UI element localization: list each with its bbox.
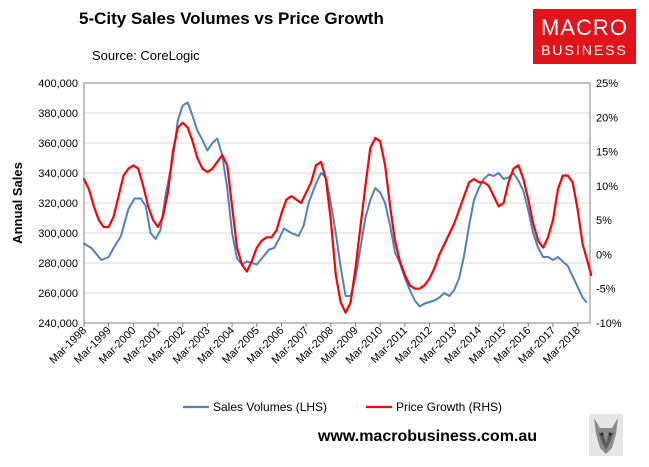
chart-title: 5-City Sales Volumes vs Price Growth xyxy=(79,9,384,28)
left-tick-label: 260,000 xyxy=(38,288,78,300)
left-tick-label: 240,000 xyxy=(38,318,78,330)
left-tick-label: 400,000 xyxy=(38,78,78,90)
right-tick-label: -5% xyxy=(596,284,616,296)
footer-url: www.macrobusiness.com.au xyxy=(318,428,538,445)
x-axis-ticks: Mar-1998Mar-1999Mar-2000Mar-2001Mar-2002… xyxy=(47,323,583,366)
right-tick-label: -10% xyxy=(596,318,622,330)
left-tick-label: 280,000 xyxy=(38,258,78,270)
left-tick-label: 340,000 xyxy=(38,168,78,180)
right-tick-label: 15% xyxy=(596,147,618,159)
chart-source: Source: CoreLogic xyxy=(92,48,200,63)
left-tick-label: 300,000 xyxy=(38,228,78,240)
logo-line2: BUSINESS xyxy=(541,42,628,58)
right-tick-label: 5% xyxy=(596,215,612,227)
legend: Sales Volumes (LHS) Price Growth (RHS) xyxy=(183,400,502,414)
left-tick-label: 320,000 xyxy=(38,198,78,210)
logo-line1: MACRO xyxy=(541,15,628,40)
macrobusiness-logo: MACRO BUSINESS xyxy=(533,9,636,64)
left-axis-ticks: 240,000 260,000 280,000 300,000 320,000 340,0… xyxy=(38,78,78,330)
sales-vs-price-chart: 240,000 260,000 280,000 300,000 320,000 340,0… xyxy=(10,78,622,414)
right-tick-label: 0% xyxy=(596,249,612,261)
right-tick-label: 20% xyxy=(596,112,618,124)
legend-label: Price Growth (RHS) xyxy=(396,400,502,414)
wolf-icon xyxy=(589,414,623,456)
series-lines xyxy=(82,101,593,314)
left-tick-label: 380,000 xyxy=(38,108,78,120)
gridlines xyxy=(84,112,590,294)
right-tick-label: 25% xyxy=(596,78,618,90)
right-axis-ticks: -10% -5% 0% 5% 10% 15% 20% 25% xyxy=(596,78,622,330)
left-tick-label: 360,000 xyxy=(38,138,78,150)
y-axis-label: Annual Sales xyxy=(10,162,25,244)
legend-label: Sales Volumes (LHS) xyxy=(213,400,327,414)
price-growth-line xyxy=(82,121,593,314)
plot-area xyxy=(83,82,591,324)
right-tick-label: 10% xyxy=(596,181,618,193)
